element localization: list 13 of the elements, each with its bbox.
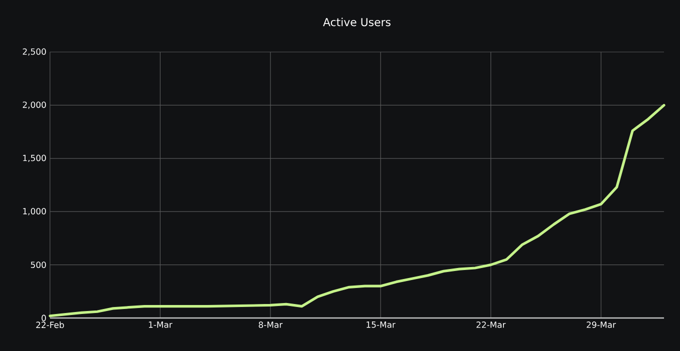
x-tick-label: 15-Mar xyxy=(366,322,396,328)
y-tick-label: 1,500 xyxy=(23,154,46,162)
x-tick-label: 22-Mar xyxy=(476,322,506,328)
y-tick-label: 500 xyxy=(30,262,46,268)
y-tick-label: 2,000 xyxy=(22,102,46,109)
x-tick-label: 29-Mar xyxy=(586,322,616,328)
y-tick-label: 0 xyxy=(42,314,46,322)
x-tick-label: 1-Mar xyxy=(148,322,172,328)
chart-title: Active Users xyxy=(323,18,390,26)
x-tick-label: 22-Feb xyxy=(36,322,64,328)
y-tick-label: 2,500 xyxy=(22,48,46,56)
y-tick-label: 1,000 xyxy=(23,208,46,216)
x-tick-label: 8-Mar xyxy=(258,322,283,328)
